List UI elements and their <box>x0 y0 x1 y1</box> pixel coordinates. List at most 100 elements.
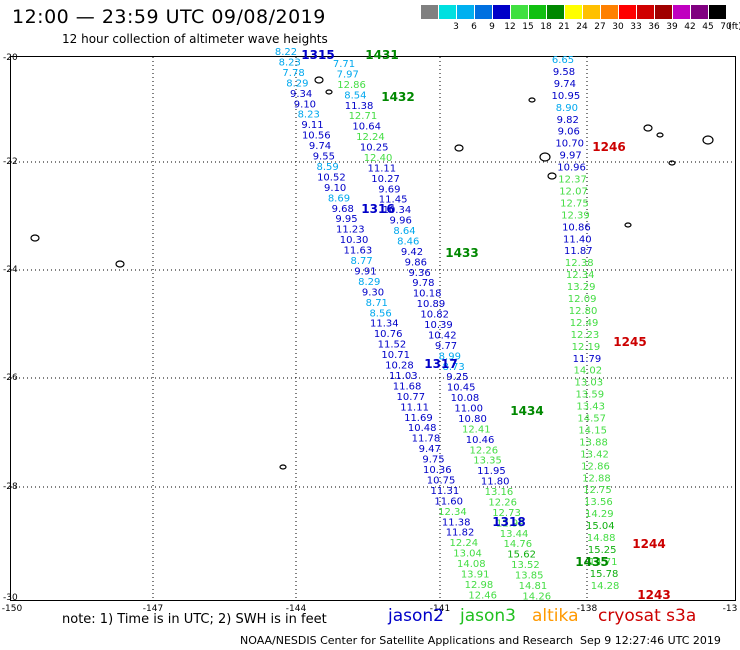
scale-label: 33 <box>630 22 642 32</box>
wave-height-label: 13.52 <box>511 560 540 571</box>
wave-height-label: 13.42 <box>580 449 609 460</box>
scale-label: 42 <box>684 22 696 32</box>
island-outline <box>668 160 676 166</box>
wave-height-label: 14.81 <box>519 581 548 592</box>
scale-label: 70 <box>720 22 732 32</box>
wave-height-label: 9.74 <box>554 79 576 90</box>
wave-height-label: 11.87 <box>564 246 593 257</box>
wave-height-label: 10.39 <box>424 320 453 331</box>
wave-height-label: 10.95 <box>552 91 581 102</box>
wave-height-label: 12.99 <box>496 518 525 529</box>
scale-swatch <box>583 5 600 19</box>
island-outline <box>325 89 333 95</box>
scale-label: 9 <box>489 22 495 32</box>
wave-height-label: 9.06 <box>558 127 580 138</box>
scale-swatch <box>709 5 726 19</box>
wave-height-label: 12.88 <box>582 473 611 484</box>
wave-height-label: 13.16 <box>485 487 514 498</box>
wave-height-label: 8.23 <box>279 57 301 68</box>
wave-height-label: 14.88 <box>587 533 616 544</box>
lat-tick-label: -30 <box>3 593 18 603</box>
pass-number-label: 1317 <box>424 357 457 371</box>
lat-tick-label: -26 <box>3 373 18 383</box>
scale-swatch <box>493 5 510 19</box>
wave-height-label: 13.04 <box>453 549 482 560</box>
wave-height-label: 9.25 <box>446 372 468 383</box>
wave-height-label: 12.46 <box>468 590 497 601</box>
wave-height-label: 13.29 <box>567 282 596 293</box>
wave-height-label: 11.78 <box>412 434 441 445</box>
wave-height-label: 8.99 <box>439 351 461 362</box>
scale-swatch <box>655 5 672 19</box>
pass-number-label: 1433 <box>445 246 478 260</box>
wave-height-label: 10.27 <box>371 174 400 185</box>
island-outline <box>115 260 125 268</box>
wave-height-label: 11.80 <box>481 477 510 488</box>
wave-height-label: 11.45 <box>379 195 408 206</box>
scale-label: 39 <box>666 22 678 32</box>
scale-swatch <box>421 5 438 19</box>
lon-tick-label: -147 <box>143 604 163 614</box>
scale-label: 6 <box>471 22 477 32</box>
wave-height-label: 9.10 <box>294 99 316 110</box>
wave-height-label: 10.75 <box>427 475 456 486</box>
lat-tick-label: -22 <box>3 157 18 167</box>
wave-height-label: 13.85 <box>515 571 544 582</box>
wave-height-label: 12.86 <box>337 80 366 91</box>
wave-height-label: 13.56 <box>584 497 613 508</box>
pass-number-label: 1244 <box>632 537 665 551</box>
wave-height-label: 10.30 <box>340 235 369 246</box>
wave-height-label: 9.96 <box>390 216 412 227</box>
wave-height-label: 10.80 <box>458 414 487 425</box>
pass-number-label: 1315 <box>301 48 334 62</box>
island-outline <box>30 234 40 242</box>
wave-height-label: 11.38 <box>345 101 374 112</box>
wave-height-label: 9.91 <box>354 266 376 277</box>
wave-height-label: 11.00 <box>454 404 483 415</box>
wave-height-label: 10.71 <box>381 350 410 361</box>
wave-height-label: 12.07 <box>559 186 588 197</box>
island-outline <box>547 172 557 180</box>
wave-height-label: 12.40 <box>364 153 393 164</box>
scale-label: 45 <box>702 22 714 32</box>
scale-swatch <box>457 5 474 19</box>
wave-height-label: 12.26 <box>488 497 517 508</box>
scale-swatch <box>529 5 546 19</box>
wave-height-label: 8.29 <box>286 78 308 89</box>
island-outline <box>279 464 287 470</box>
wave-height-label: 7.78 <box>282 68 304 79</box>
island-outline <box>656 132 664 138</box>
wave-height-label: 8.77 <box>351 256 373 267</box>
wave-height-label: 14.26 <box>522 591 551 602</box>
wave-height-label: 8.22 <box>275 47 297 58</box>
wave-height-label: 12.09 <box>568 294 597 305</box>
footer-timestamp: Sep 9 12:27:46 UTC 2019 <box>580 634 721 647</box>
pass-number-label: 1435 <box>575 555 608 569</box>
scale-label: 36 <box>648 22 660 32</box>
wave-height-label: 11.82 <box>446 528 475 539</box>
wave-height-label: 15.62 <box>507 550 536 561</box>
pass-number-label: 1316 <box>361 202 394 216</box>
wave-height-label: 10.96 <box>557 163 586 174</box>
pass-number-label: 1243 <box>637 588 670 602</box>
wave-height-label: 8.59 <box>316 162 338 173</box>
wave-height-label: 11.69 <box>404 413 433 424</box>
wave-height-label: 9.75 <box>422 455 444 466</box>
wave-height-label: 12.86 <box>581 461 610 472</box>
wave-height-label: 12.37 <box>558 175 587 186</box>
scale-unit: (ft) <box>728 22 740 32</box>
wave-height-label: 14.76 <box>504 539 533 550</box>
wave-height-label: 9.97 <box>560 151 582 162</box>
wave-height-label: 13.59 <box>575 390 604 401</box>
wave-height-label: 9.11 <box>301 120 323 131</box>
scale-swatch <box>565 5 582 19</box>
wave-height-label: 12.24 <box>356 132 385 143</box>
wave-height-label: 12.49 <box>570 318 599 329</box>
wave-height-label: 9.69 <box>378 184 400 195</box>
wave-height-label: 9.55 <box>313 152 335 163</box>
wave-height-label: 12.38 <box>565 258 594 269</box>
wave-height-label: 8.56 <box>369 308 391 319</box>
wave-height-label: 10.77 <box>397 392 426 403</box>
island-outline <box>643 124 653 132</box>
wave-height-label: 11.95 <box>477 466 506 477</box>
